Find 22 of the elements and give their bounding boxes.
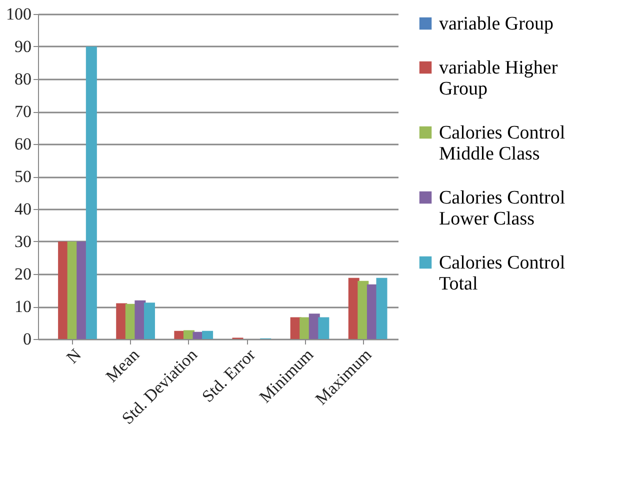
y-tick-label: 30 bbox=[14, 232, 32, 251]
y-tick-label: 10 bbox=[14, 297, 32, 316]
bar bbox=[202, 330, 214, 339]
y-tick-label: 0 bbox=[23, 330, 32, 348]
y-tick-label: 40 bbox=[14, 200, 32, 218]
legend-label: Calories Control Middle Class bbox=[439, 122, 566, 164]
y-tick-label: 60 bbox=[14, 134, 32, 154]
bar bbox=[376, 278, 388, 339]
y-tick-label: 80 bbox=[14, 70, 32, 88]
y-tick-label: 50 bbox=[14, 167, 32, 186]
legend-label: variable Higher Group bbox=[439, 58, 558, 100]
bar bbox=[318, 317, 330, 339]
bar bbox=[86, 46, 97, 339]
y-tick-label: 20 bbox=[14, 264, 32, 284]
y-tick-label: 70 bbox=[14, 102, 32, 121]
y-tick-label: 100 bbox=[6, 4, 32, 24]
legend-label: variable Group bbox=[439, 14, 554, 34]
bar bbox=[144, 302, 155, 339]
legend-label: Calories Control Total bbox=[439, 252, 566, 294]
x-tick-label: N bbox=[62, 345, 85, 368]
y-tick-label: 90 bbox=[14, 37, 32, 56]
legend-label: Calories Control Lower Class bbox=[439, 188, 566, 230]
